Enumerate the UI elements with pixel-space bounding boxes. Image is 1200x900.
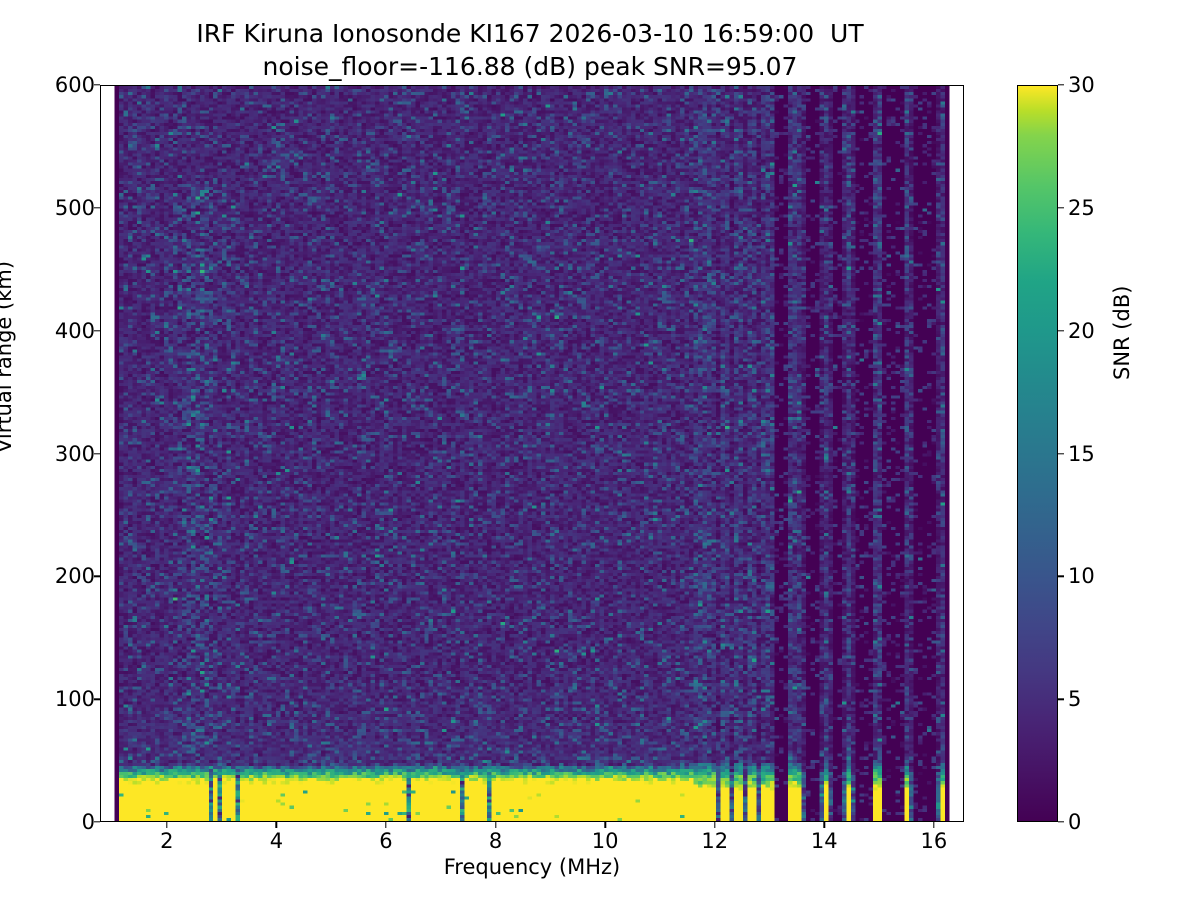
colorbar-tick-mark xyxy=(1058,329,1064,332)
ionogram-heatmap xyxy=(101,86,963,821)
y-tick-mark xyxy=(94,329,100,332)
colorbar-tick-mark xyxy=(1058,207,1064,209)
y-axis-label: Virtual range (km) xyxy=(0,260,16,453)
colorbar-tick-label: 5 xyxy=(1068,687,1082,712)
colorbar-tick-mark xyxy=(1058,821,1064,823)
y-tick-mark xyxy=(94,84,100,86)
colorbar-tick-label: 25 xyxy=(1068,195,1095,220)
colorbar-tick-label: 0 xyxy=(1068,810,1082,834)
x-tick-label: 4 xyxy=(269,829,284,853)
y-tick-mark xyxy=(94,821,100,823)
title-line-2: noise_floor=-116.88 (dB) peak SNR=95.07 xyxy=(262,51,798,81)
x-tick-mark xyxy=(823,822,825,828)
x-tick-label: 8 xyxy=(488,829,503,853)
x-axis-label: Frequency (MHz) xyxy=(443,855,621,879)
y-tick-label: 0 xyxy=(81,810,95,834)
plot-area[interactable] xyxy=(100,85,964,822)
colorbar-tick-label: 20 xyxy=(1068,318,1095,343)
y-tick-label: 400 xyxy=(54,318,95,343)
y-tick-mark xyxy=(94,452,100,455)
x-tick-mark xyxy=(275,822,278,828)
y-tick-label: 300 xyxy=(54,441,95,466)
colorbar-tick-mark xyxy=(1058,698,1064,700)
x-tick-label: 16 xyxy=(920,829,948,853)
y-tick-mark xyxy=(94,698,100,700)
x-tick-label: 14 xyxy=(810,829,838,853)
colorbar-tick-mark xyxy=(1058,84,1064,86)
y-tick-label: 500 xyxy=(54,195,95,220)
title-line-1: IRF Kiruna Ionosonde KI167 2026-03-10 16… xyxy=(196,19,864,48)
x-tick-label: 12 xyxy=(701,829,729,853)
x-tick-label: 6 xyxy=(379,829,393,853)
x-tick-mark xyxy=(494,822,497,828)
x-tick-label: 2 xyxy=(160,829,174,853)
y-tick-mark xyxy=(94,575,100,578)
figure-title: IRF Kiruna Ionosonde KI167 2026-03-10 16… xyxy=(0,18,1060,83)
y-tick-mark xyxy=(94,207,100,209)
colorbar-tick-mark xyxy=(1058,452,1064,455)
x-tick-mark xyxy=(933,822,935,828)
y-tick-label: 600 xyxy=(54,73,95,97)
x-tick-mark xyxy=(166,822,168,828)
y-tick-label: 200 xyxy=(54,564,95,589)
heatmap-canvas xyxy=(101,86,963,821)
colorbar-tick-mark xyxy=(1058,575,1064,578)
x-tick-mark xyxy=(604,822,606,828)
colorbar-tick-label: 30 xyxy=(1068,73,1095,97)
x-tick-label: 10 xyxy=(591,829,619,853)
colorbar-label: SNR (dB) xyxy=(1110,285,1134,380)
colorbar-tick-label: 15 xyxy=(1068,441,1095,466)
x-tick-mark xyxy=(714,822,716,828)
x-tick-mark xyxy=(385,822,387,828)
y-tick-label: 100 xyxy=(54,687,95,712)
colorbar xyxy=(1017,85,1058,822)
colorbar-tick-label: 10 xyxy=(1068,564,1095,589)
